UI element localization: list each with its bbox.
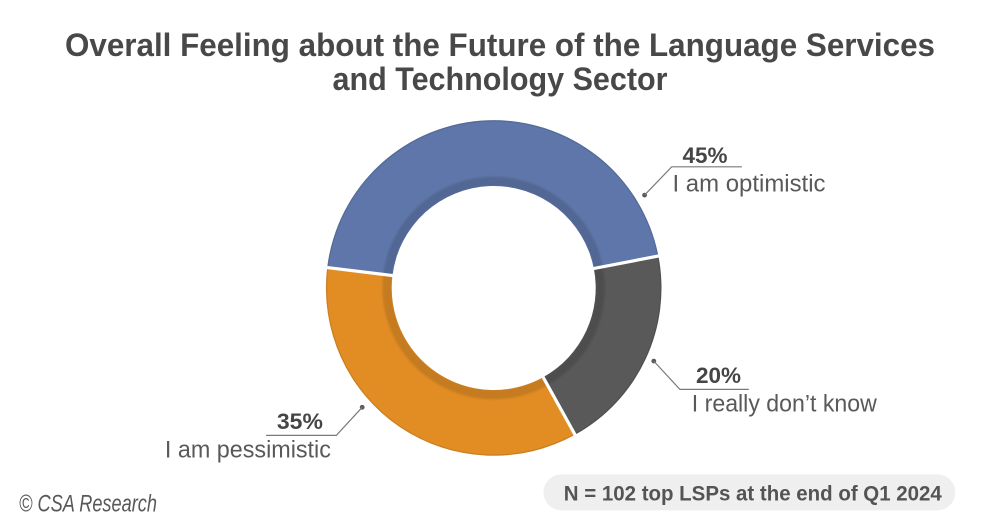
svg-text:I am optimistic: I am optimistic	[673, 171, 826, 198]
svg-text:45%: 45%	[683, 143, 728, 168]
svg-text:I really don’t know: I really don’t know	[692, 391, 878, 418]
svg-text:35%: 35%	[277, 409, 323, 434]
svg-text:Overall Feeling about the Futu: Overall Feeling about the Future of the …	[65, 27, 935, 63]
svg-text:20%: 20%	[696, 363, 741, 388]
svg-text:© CSA Research: © CSA Research	[19, 491, 157, 518]
svg-text:and Technology Sector: and Technology Sector	[333, 61, 668, 97]
svg-text:I am pessimistic: I am pessimistic	[165, 437, 331, 464]
svg-text:N = 102 top LSPs at the end of: N = 102 top LSPs at the end of Q1 2024	[564, 482, 942, 505]
